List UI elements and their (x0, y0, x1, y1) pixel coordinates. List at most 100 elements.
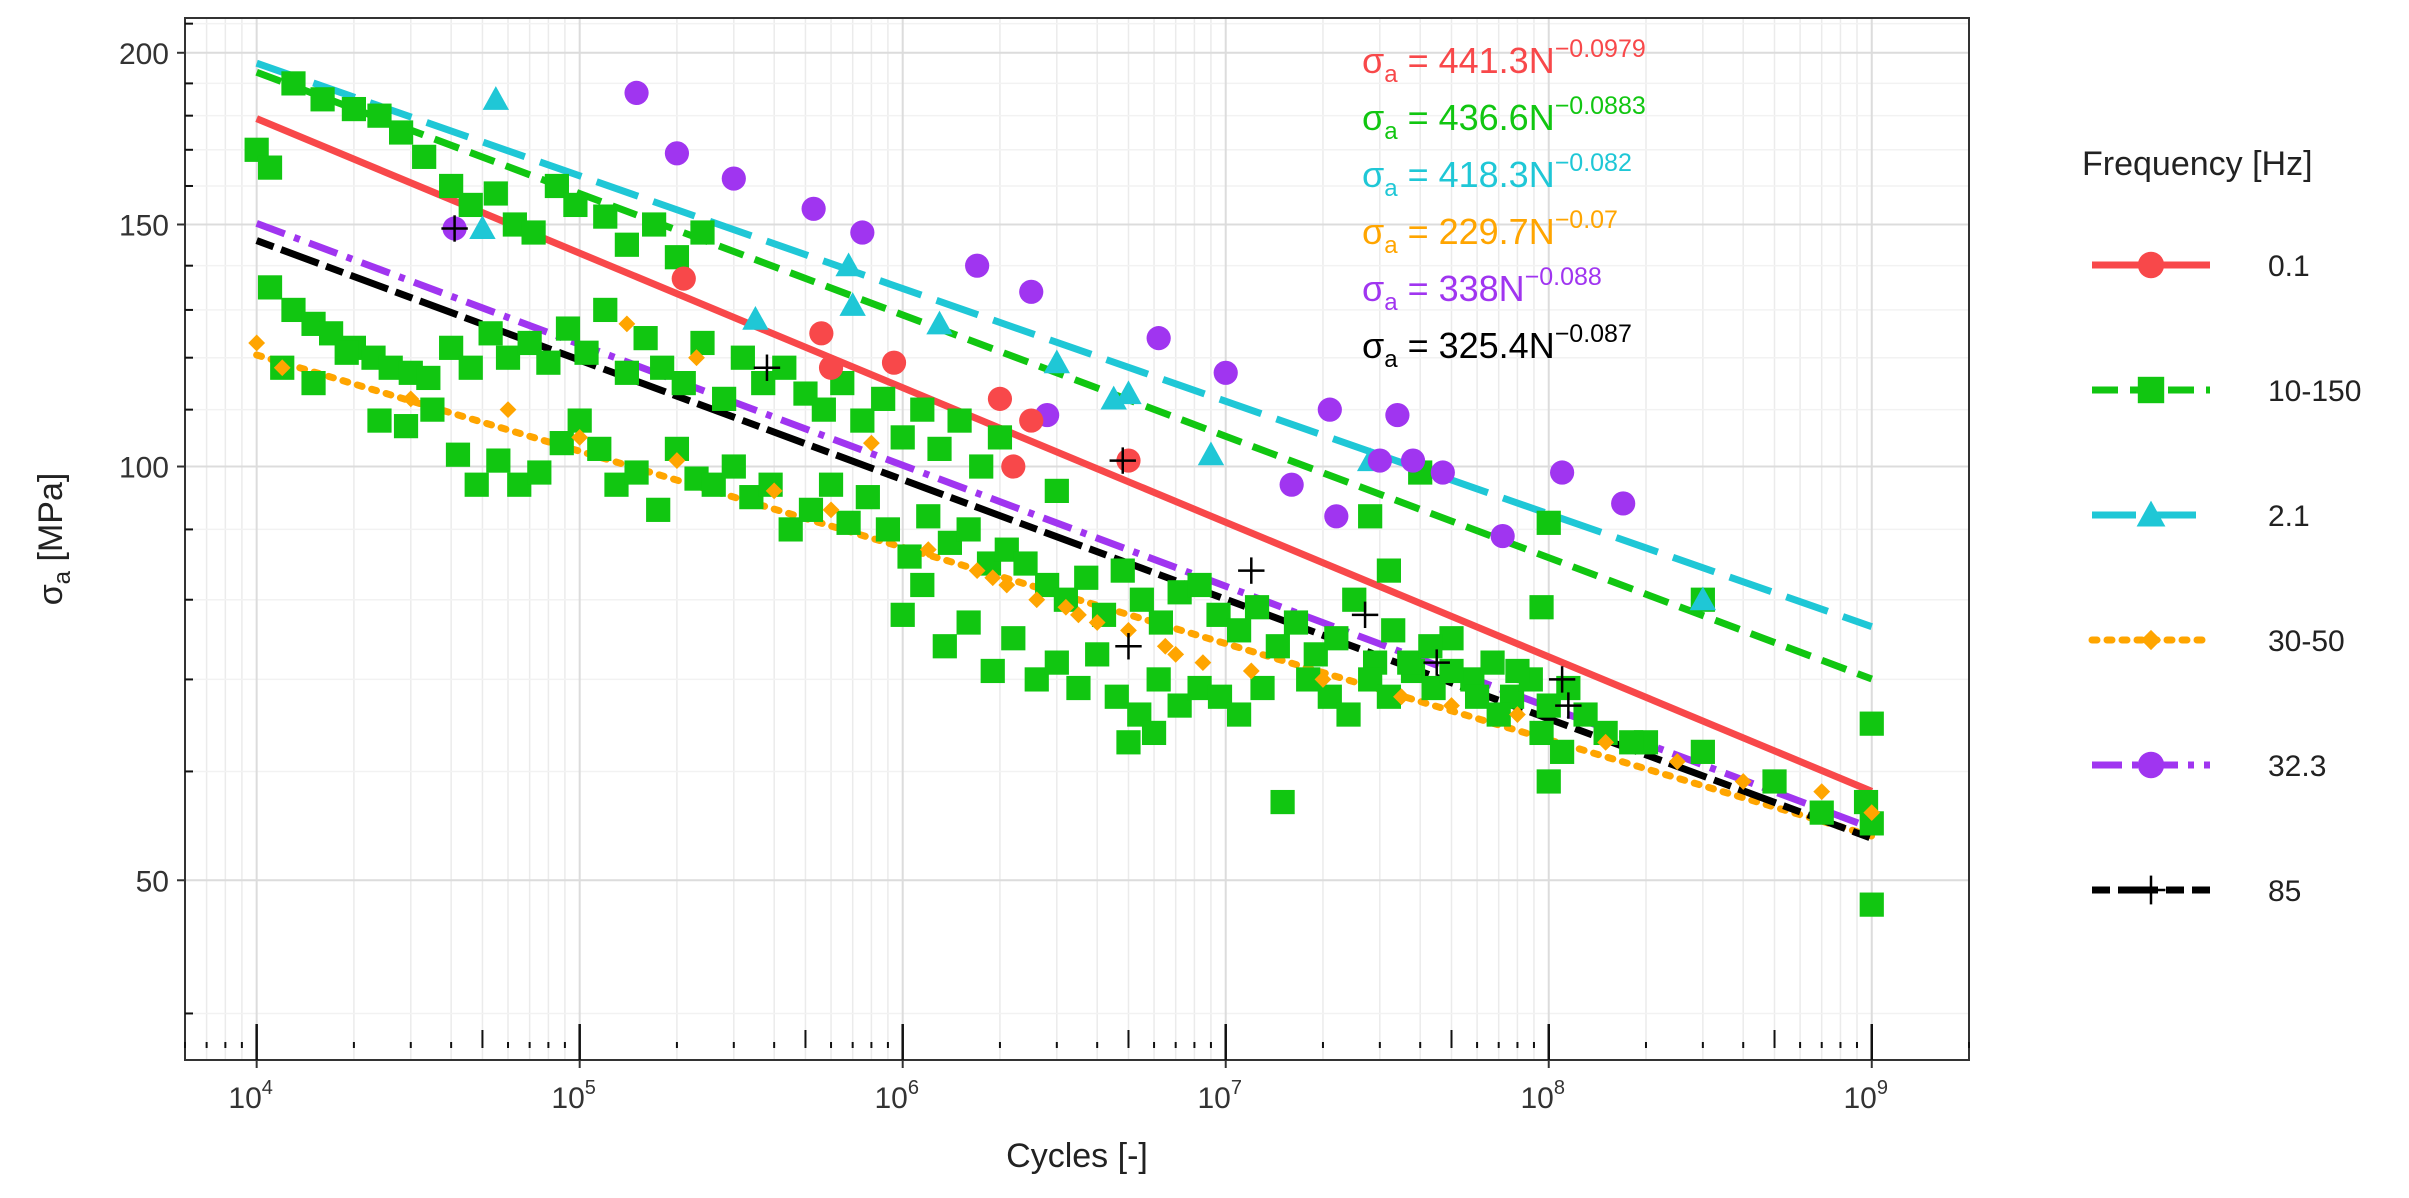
point-85 (753, 354, 781, 381)
point-10-150 (458, 355, 483, 380)
point-10-150 (1376, 558, 1401, 583)
point-10-150 (574, 340, 599, 365)
point-10-150 (2137, 376, 2165, 404)
point-32.3 (965, 253, 990, 278)
point-10-150 (721, 454, 746, 479)
x-tick-label: 107 (1197, 1077, 1242, 1115)
point-32.3 (1550, 460, 1575, 485)
y-tick-label: 200 (119, 38, 169, 71)
equation-0.1: σa = 441.3N−0.0979 (1362, 35, 1646, 88)
point-10-150 (1044, 650, 1069, 675)
point-10-150 (1085, 642, 1110, 667)
legend-label-10-150: 10-150 (2268, 375, 2361, 408)
point-32.3 (801, 196, 826, 221)
point-10-150 (1529, 595, 1554, 620)
point-10-150 (367, 103, 392, 128)
point-10-150 (798, 497, 824, 522)
legend-label-85: 85 (2268, 875, 2301, 908)
point-10-150 (664, 245, 690, 270)
point-10-150 (483, 181, 508, 206)
point-10-150 (811, 397, 836, 422)
point-10-150 (257, 275, 283, 300)
point-10-150 (956, 610, 981, 635)
point-10-150 (1044, 478, 1069, 503)
point-10-150 (301, 371, 326, 396)
point-10-150 (1529, 720, 1554, 746)
y-tick-label: 150 (119, 210, 169, 243)
point-30-50 (1314, 671, 1332, 688)
point-32.3 (1367, 448, 1392, 473)
point-30-50 (862, 434, 880, 452)
point-2.1 (742, 305, 769, 330)
point-10-150 (855, 485, 880, 510)
point-10-150 (1336, 702, 1361, 727)
point-30-50 (248, 334, 266, 352)
point-10-150 (614, 360, 639, 385)
point-10-150 (642, 212, 667, 237)
point-10-150 (1187, 572, 1212, 598)
point-10-150 (730, 345, 755, 370)
point-10-150 (1486, 702, 1511, 727)
point-10-150 (1226, 618, 1252, 643)
fit-line-2.1 (255, 59, 1873, 630)
point-30-50 (919, 541, 937, 559)
point-30-50 (668, 452, 686, 469)
point-32.3 (624, 80, 649, 105)
point-10-150 (932, 634, 957, 659)
point-10-150 (1480, 650, 1505, 675)
point-10-150 (671, 371, 696, 396)
point-10-150 (486, 448, 511, 473)
point-32.3 (1324, 504, 1349, 529)
point-10-150 (563, 192, 588, 218)
point-30-50 (1393, 688, 1410, 706)
point-10-150 (980, 658, 1005, 684)
point-30-50 (765, 482, 783, 500)
point-30-50 (1597, 733, 1615, 751)
point-10-150 (257, 155, 283, 180)
point-2.1 (926, 310, 953, 335)
point-10-150 (593, 297, 618, 323)
point-10-150 (916, 504, 941, 529)
point-10-150 (1074, 565, 1099, 590)
point-2.1 (839, 292, 866, 316)
point-30-50 (968, 562, 986, 579)
point-10-150 (478, 321, 503, 346)
point-2.1 (2136, 500, 2166, 527)
point-10-150 (646, 497, 671, 522)
point-30-50 (402, 390, 420, 408)
point-10-150 (1536, 510, 1561, 535)
axis-ticks: 104 105 106 107 108 109 50 100 150 200 (119, 22, 1970, 1115)
x-axis-title: Cycles [-] (1006, 1137, 1148, 1175)
equation-2.1: σa = 418.3N−0.082 (1362, 149, 1632, 202)
point-10-150 (871, 386, 896, 411)
point-10-150 (1619, 730, 1644, 755)
point-10-150 (1536, 769, 1561, 794)
point-10-150 (1859, 892, 1884, 917)
point-0.1 (818, 355, 844, 380)
point-85 (1548, 666, 1576, 693)
point-10-150 (416, 365, 441, 391)
point-10-150 (818, 472, 844, 497)
point-30-50 (1813, 783, 1831, 801)
point-85 (1115, 633, 1142, 660)
point-10-150 (1250, 675, 1275, 701)
point-30-50 (1156, 637, 1174, 655)
legend: Frequency [Hz] 0.1 10-150 2.1 30-50 32.3 85 (2082, 145, 2361, 908)
point-10-150 (910, 397, 935, 422)
point-10-150 (587, 436, 612, 461)
point-32.3 (1430, 460, 1455, 485)
equation-30-50: σa = 229.7N−0.07 (1362, 206, 1618, 259)
point-32.3 (1611, 491, 1636, 516)
point-85 (1351, 601, 1379, 629)
point-10-150 (464, 472, 489, 497)
point-32.3 (1213, 360, 1238, 385)
legend-label-30-50: 30-50 (2268, 625, 2345, 658)
point-30-50 (1194, 654, 1212, 672)
point-10-150 (1001, 626, 1026, 651)
point-2.1 (1115, 380, 1142, 405)
point-85 (1555, 692, 1582, 719)
point-10-150 (567, 408, 592, 433)
point-10-150 (1690, 739, 1715, 764)
point-10-150 (1206, 602, 1231, 627)
